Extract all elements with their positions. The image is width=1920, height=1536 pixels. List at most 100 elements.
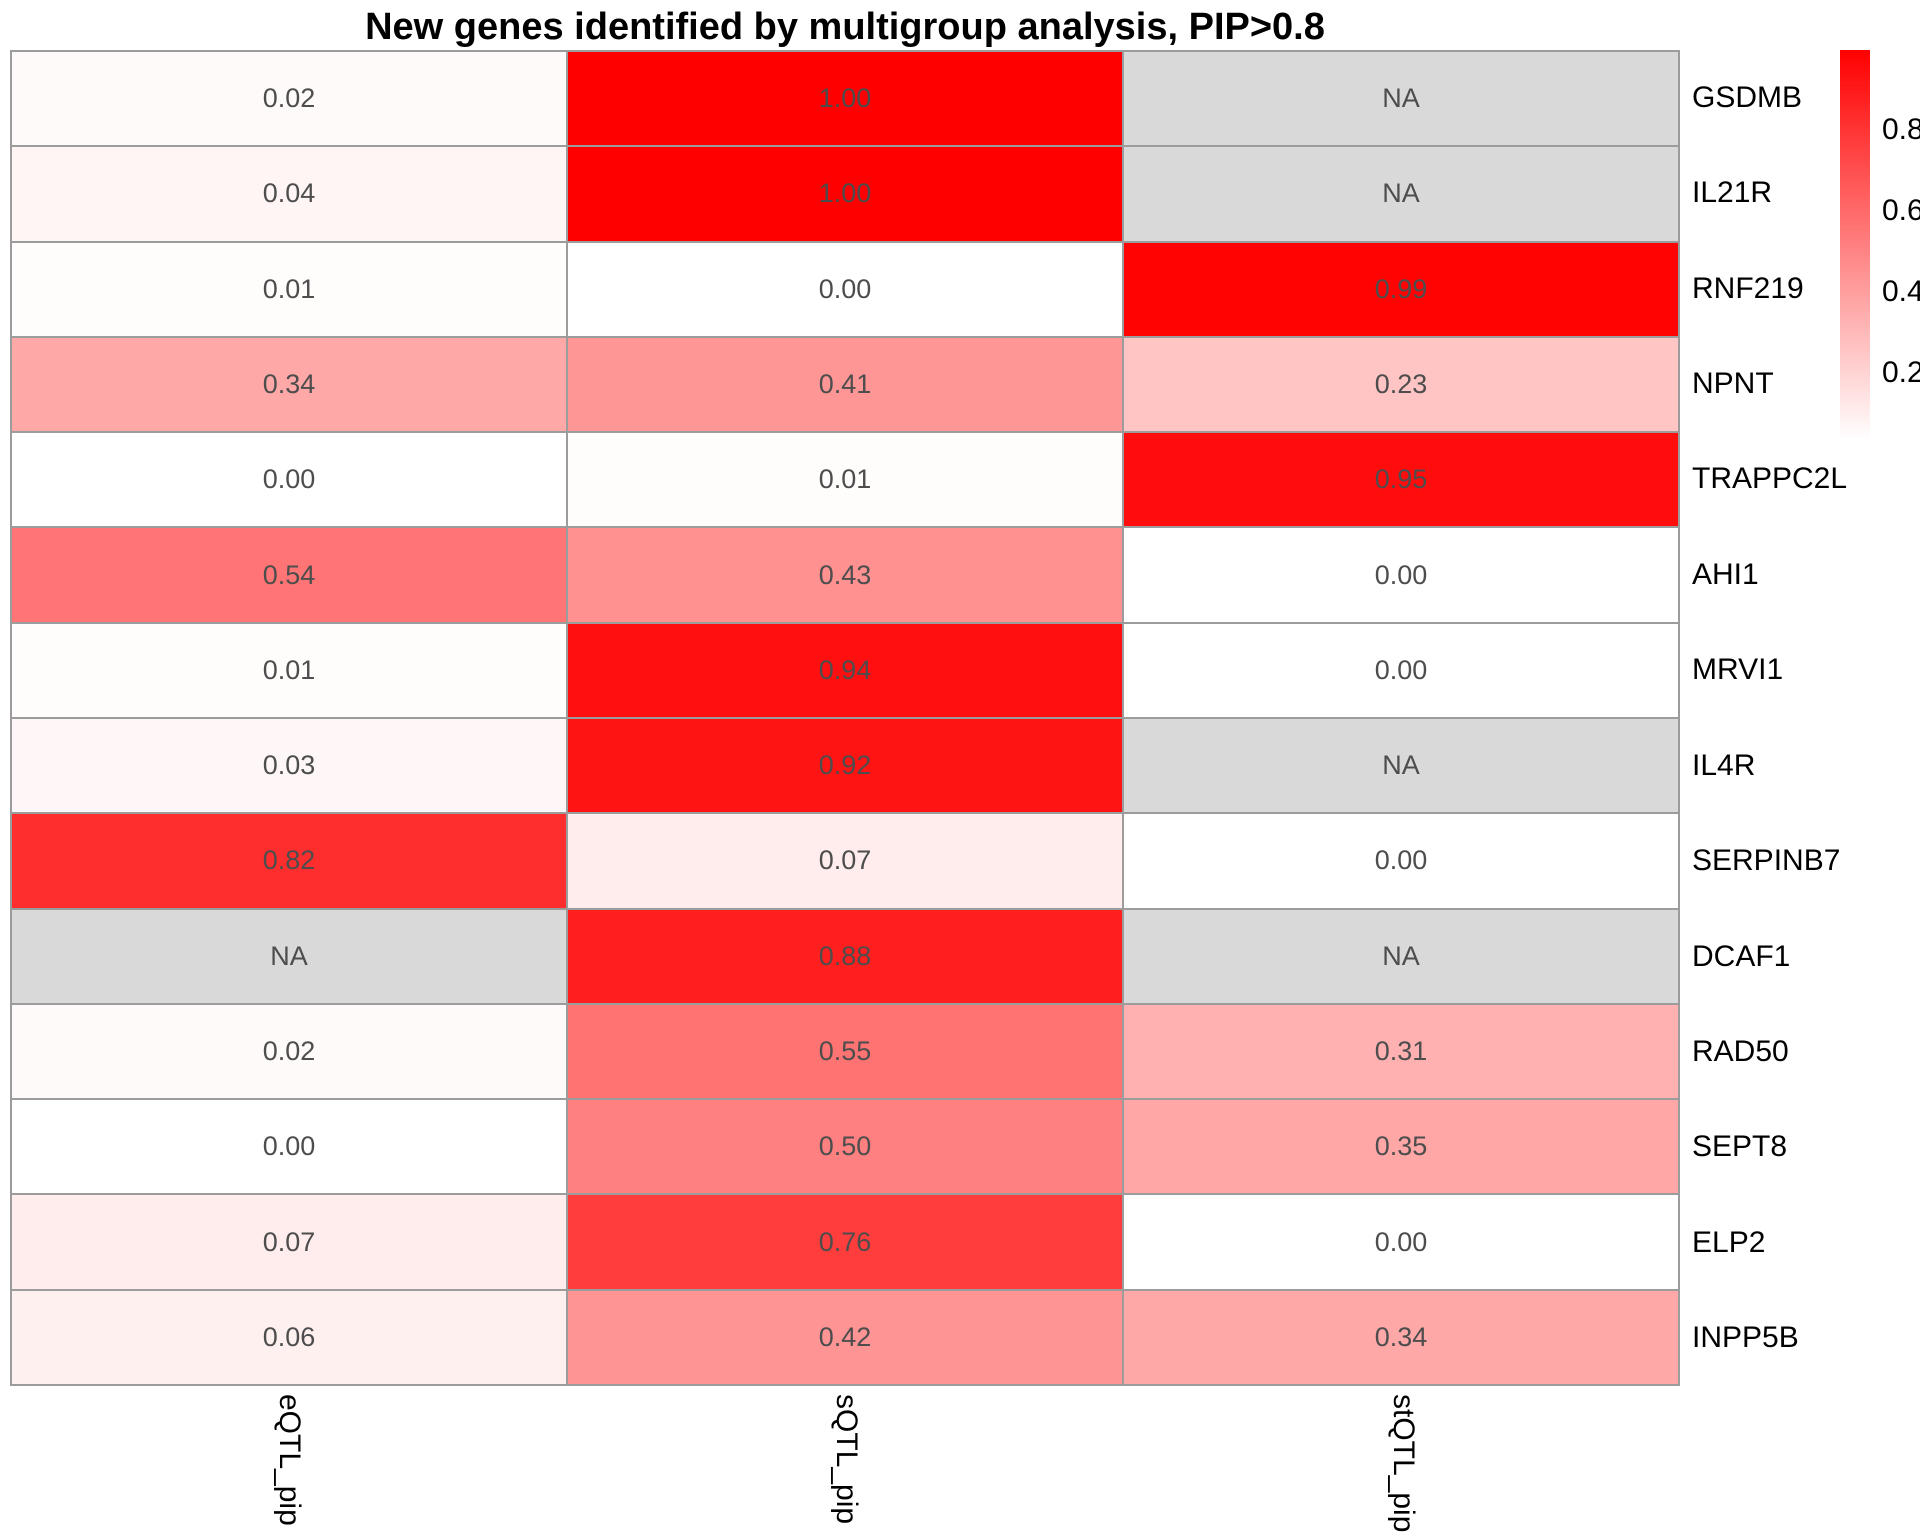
gene-label: TRAPPC2L <box>1692 462 1848 496</box>
heatmap-cell: 0.06 <box>12 1290 566 1384</box>
cell-value: 0.06 <box>262 1321 316 1352</box>
cell-value: 0.00 <box>262 1131 316 1162</box>
heatmap-cell: 0.88 <box>568 909 1122 1003</box>
heatmap-cell: 0.34 <box>1124 1290 1678 1384</box>
cell-value: 0.04 <box>262 178 316 209</box>
cell-value: 0.00 <box>1374 845 1428 876</box>
cell-value: 0.76 <box>818 1226 872 1257</box>
heatmap-cell: 0.23 <box>1124 337 1678 432</box>
gene-label: RNF219 <box>1692 271 1804 305</box>
cell-value: 0.00 <box>1374 654 1428 685</box>
heatmap-cell: 0.42 <box>568 1290 1122 1384</box>
heatmap-cell: 1.00 <box>568 52 1122 146</box>
cell-value: 0.34 <box>1374 1321 1428 1352</box>
cell-value: 0.02 <box>262 83 316 114</box>
heatmap-cell: NA <box>1124 909 1678 1003</box>
heatmap-cell: 0.07 <box>12 1195 566 1289</box>
cell-value: 0.99 <box>1374 273 1428 304</box>
x-axis-label: sQTL_pip <box>830 1394 863 1525</box>
cell-value: 0.50 <box>818 1131 872 1162</box>
cell-value: NA <box>1382 750 1420 781</box>
cell-value: 0.23 <box>1374 368 1428 399</box>
gene-label: NPNT <box>1692 366 1774 400</box>
heatmap-cell: 0.00 <box>1124 814 1678 908</box>
gene-axis-labels: GSDMB IL21R RNF219 NPNT TRAPPC2L AHI1 MRVI1 IL4… <box>1692 50 1917 1386</box>
heatmap-cell: 0.02 <box>12 52 566 146</box>
legend-colorbar <box>1840 50 1870 440</box>
cell-value: 0.41 <box>818 368 872 399</box>
heatmap-cell: 0.01 <box>12 242 566 336</box>
heatmap-cell: 0.95 <box>1124 433 1678 527</box>
legend-tick-label: 0.8 <box>1882 113 1920 146</box>
heatmap-cell: 0.01 <box>12 623 566 717</box>
gene-label: GSDMB <box>1692 80 1803 114</box>
heatmap-cell: 0.31 <box>1124 1004 1678 1099</box>
gene-label: INPP5B <box>1692 1321 1799 1355</box>
heatmap-cell: NA <box>1124 147 1678 241</box>
gene-label: DCAF1 <box>1692 939 1791 973</box>
cell-value: 0.43 <box>818 559 872 590</box>
cell-value: 0.95 <box>1374 464 1428 495</box>
heatmap-cell: 0.03 <box>12 718 566 813</box>
cell-value: NA <box>1382 83 1420 114</box>
gene-label: AHI1 <box>1692 557 1759 591</box>
cell-value: 0.07 <box>818 845 872 876</box>
heatmap-cell: 0.76 <box>568 1195 1122 1289</box>
heatmap-cell: 0.50 <box>568 1100 1122 1194</box>
gene-label: IL21R <box>1692 176 1773 210</box>
cell-value: NA <box>270 940 308 971</box>
gene-label: RAD50 <box>1692 1034 1789 1068</box>
cell-value: 0.82 <box>262 845 316 876</box>
gene-label: IL4R <box>1692 748 1756 782</box>
cell-value: 0.00 <box>818 273 872 304</box>
cell-value: NA <box>1382 178 1420 209</box>
cell-value: 1.00 <box>818 178 872 209</box>
gene-label: SEPT8 <box>1692 1130 1788 1164</box>
heatmap-cell: 0.55 <box>568 1004 1122 1099</box>
cell-value: 0.00 <box>1374 1226 1428 1257</box>
cell-value: 0.01 <box>262 654 316 685</box>
heatmap-cell: 0.00 <box>12 1100 566 1194</box>
legend-tick-label: 0.6 <box>1882 194 1920 227</box>
heatmap-cell: 1.00 <box>568 147 1122 241</box>
page-title: New genes identified by multigroup analy… <box>365 6 1325 48</box>
x-axis-label: stQTL_pip <box>1386 1394 1420 1533</box>
heatmap-grid: 0.02 1.00 NA 0.04 1.00 NA 0.01 0.00 0.99 0.34 0.41… <box>10 50 1680 1386</box>
heatmap-cell: 0.00 <box>568 242 1122 336</box>
cell-value: 0.94 <box>818 654 872 685</box>
heatmap-cell: 0.41 <box>568 337 1122 432</box>
cell-value: 0.35 <box>1374 1131 1428 1162</box>
cell-value: 0.54 <box>262 559 316 590</box>
cell-value: 0.42 <box>818 1321 872 1352</box>
heatmap-cell: 0.00 <box>1124 528 1678 622</box>
cell-value: 0.55 <box>818 1035 872 1066</box>
gene-label: SERPINB7 <box>1692 844 1841 878</box>
heatmap-cell: 0.54 <box>12 528 566 622</box>
heatmap-cell: 0.00 <box>12 433 566 527</box>
heatmap-cell: 0.04 <box>12 147 566 241</box>
cell-value: 0.01 <box>262 273 316 304</box>
cell-value: 0.34 <box>262 368 316 399</box>
heatmap-cell: 0.01 <box>568 433 1122 527</box>
cell-value: 0.92 <box>818 750 872 781</box>
legend-tick-label: 0.4 <box>1882 275 1920 308</box>
heatmap-cell: 0.00 <box>1124 1195 1678 1289</box>
heatmap-cell: 0.02 <box>12 1004 566 1099</box>
cell-value: 0.02 <box>262 1035 316 1066</box>
heatmap-cell: 0.94 <box>568 623 1122 717</box>
cell-value: 1.00 <box>818 83 872 114</box>
heatmap-cell: 0.00 <box>1124 623 1678 717</box>
cell-value: 0.01 <box>818 464 872 495</box>
legend-tick-label: 0.2 <box>1882 356 1920 389</box>
heatmap-cell: 0.43 <box>568 528 1122 622</box>
heatmap-cell: NA <box>1124 52 1678 146</box>
gene-label: ELP2 <box>1692 1225 1766 1259</box>
heatmap-cell: 0.07 <box>568 814 1122 908</box>
cell-value: 0.88 <box>818 940 872 971</box>
heatmap-cell: 0.34 <box>12 337 566 432</box>
cell-value: 0.07 <box>262 1226 316 1257</box>
heatmap-cell: 0.82 <box>12 814 566 908</box>
x-axis-label: eQTL_pip <box>273 1394 307 1526</box>
cell-value: NA <box>1382 940 1420 971</box>
